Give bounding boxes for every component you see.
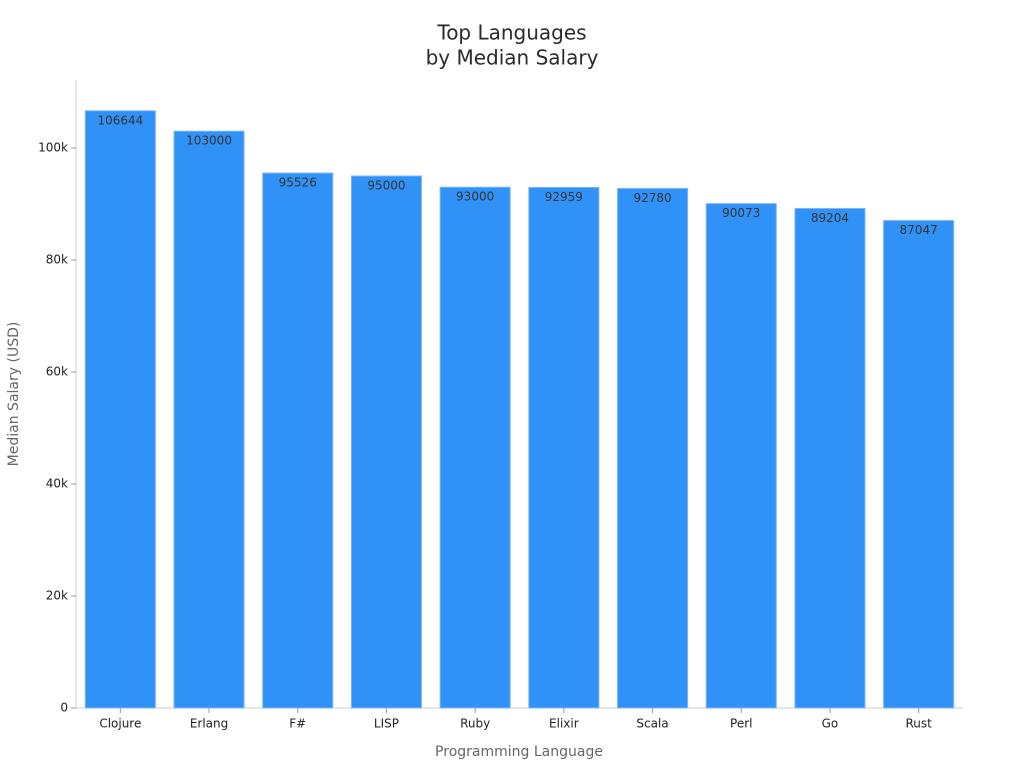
bar (173, 130, 245, 709)
x-tick-label: Ruby (460, 717, 490, 731)
x-tick-label: Erlang (190, 717, 228, 731)
bar (439, 186, 511, 709)
x-tick-label: LISP (374, 717, 399, 731)
data-label: 89204 (811, 211, 849, 225)
bar (794, 207, 866, 709)
x-tick-label: Scala (636, 717, 668, 731)
y-axis-label: Median Salary (USD) (6, 322, 22, 467)
data-label: 92780 (633, 191, 671, 205)
data-label: 90073 (722, 206, 760, 220)
data-label: 87047 (900, 223, 938, 237)
x-tick-label: F# (289, 717, 306, 731)
bar (262, 172, 334, 709)
bar (84, 110, 156, 709)
x-tick-label: Perl (730, 717, 752, 731)
y-tick-label: 0 (60, 701, 68, 715)
data-label: 93000 (456, 190, 494, 204)
data-label: 103000 (186, 134, 232, 148)
chart-title: Top Languages (436, 21, 586, 45)
x-axis-label: Programming Language (435, 744, 603, 760)
data-label: 95000 (367, 179, 405, 193)
chart-title: by Median Salary (426, 46, 599, 70)
bar (528, 186, 600, 709)
x-tick-label: Elixir (549, 717, 579, 731)
y-tick-label: 100k (38, 141, 68, 155)
bar (883, 220, 955, 709)
y-tick-label: 80k (46, 253, 68, 267)
data-label: 95526 (279, 176, 317, 190)
x-tick-label: Clojure (99, 717, 141, 731)
bar (350, 175, 422, 709)
y-tick-label: 60k (46, 365, 68, 379)
data-label: 106644 (97, 113, 143, 127)
bar (705, 203, 777, 709)
y-tick-label: 40k (46, 477, 68, 491)
data-label: 92959 (545, 190, 583, 204)
bar (617, 187, 689, 709)
x-tick-label: Rust (905, 717, 932, 731)
x-tick-label: Go (822, 717, 839, 731)
y-tick-label: 20k (46, 589, 68, 603)
